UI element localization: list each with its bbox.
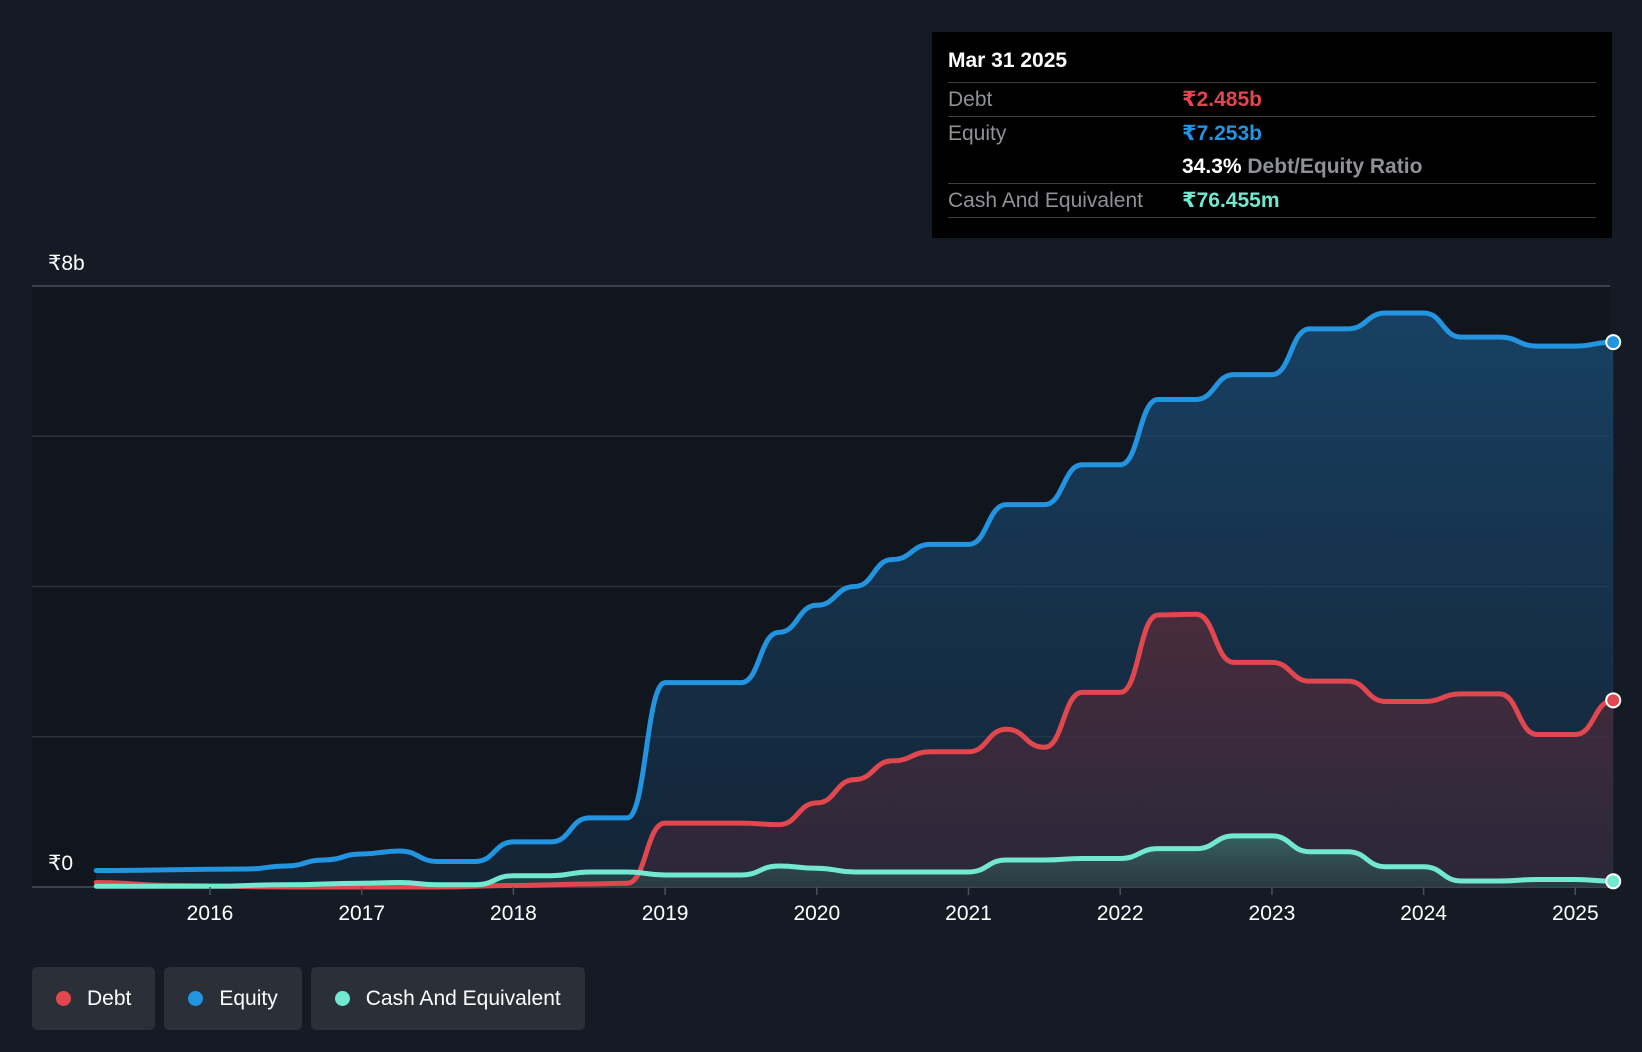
tooltip-debt-label: Debt	[948, 88, 993, 111]
tooltip-ratio: 34.3% Debt/Equity Ratio	[1182, 150, 1422, 183]
tooltip-ratio-label: Debt/Equity Ratio	[1247, 155, 1423, 178]
debt-endpoint[interactable]	[1605, 692, 1622, 709]
tooltip-cash-row: Cash And Equivalent ₹76.455m	[948, 184, 1596, 218]
x-tick-label: 2022	[1097, 902, 1144, 925]
cash-endpoint[interactable]	[1605, 873, 1622, 890]
legend: Debt Equity Cash And Equivalent	[32, 967, 585, 1030]
x-tick-label: 2021	[945, 902, 992, 925]
x-axis-ticks: 2016 2017 2018 2019 2020 2021 2022 2023 2024 2025	[187, 887, 1599, 925]
tooltip-equity-label: Equity	[948, 122, 1007, 145]
debt-area	[96, 614, 1614, 887]
tooltip-equity-row: Equity ₹7.253b	[948, 117, 1596, 150]
x-tick-label: 2017	[338, 902, 385, 925]
tooltip-ratio-row: 34.3% Debt/Equity Ratio	[948, 150, 1596, 184]
debt-line	[93, 611, 1616, 890]
tooltip: Mar 31 2025 Debt ₹2.485b Equity ₹7.253b …	[932, 32, 1612, 238]
x-tick-label: 2019	[642, 902, 689, 925]
tooltip-debt-value: ₹2.485b	[1182, 88, 1262, 111]
x-tick-label: 2020	[793, 902, 840, 925]
equity-line	[93, 310, 1616, 873]
legend-item-cash[interactable]: Cash And Equivalent	[310, 967, 585, 1030]
tooltip-ratio-value: 34.3%	[1182, 155, 1242, 178]
equity-endpoint[interactable]	[1605, 334, 1622, 351]
tooltip-debt-row: Debt ₹2.485b	[948, 83, 1596, 117]
y-axis-top-label: ₹8b	[48, 252, 85, 275]
tooltip-cash-value: ₹76.455m	[1182, 189, 1280, 212]
legend-item-debt[interactable]: Debt	[32, 967, 156, 1030]
x-tick-label: 2018	[490, 902, 537, 925]
legend-label-cash: Cash And Equivalent	[365, 986, 561, 1010]
cash-line	[93, 833, 1616, 889]
x-tick-label: 2025	[1552, 902, 1599, 925]
legend-dot-debt-icon	[56, 991, 71, 1006]
series-endpoints	[1605, 334, 1622, 890]
y-axis-bottom-label: ₹0	[48, 852, 73, 875]
series-lines	[93, 310, 1616, 890]
x-tick-label: 2024	[1400, 902, 1447, 925]
x-tick-label: 2023	[1249, 902, 1296, 925]
legend-dot-equity-icon	[188, 991, 204, 1006]
legend-label-debt: Debt	[87, 986, 132, 1010]
series-areas	[96, 313, 1614, 887]
cash-area	[96, 835, 1614, 887]
tooltip-date: Mar 31 2025	[948, 46, 1596, 83]
legend-item-equity[interactable]: Equity	[164, 967, 302, 1030]
x-tick-label: 2016	[187, 902, 234, 925]
legend-label-equity: Equity	[219, 986, 278, 1010]
tooltip-cash-label: Cash And Equivalent	[948, 189, 1143, 212]
tooltip-equity-value: ₹7.253b	[1182, 122, 1262, 145]
legend-dot-cash-icon	[334, 991, 350, 1006]
